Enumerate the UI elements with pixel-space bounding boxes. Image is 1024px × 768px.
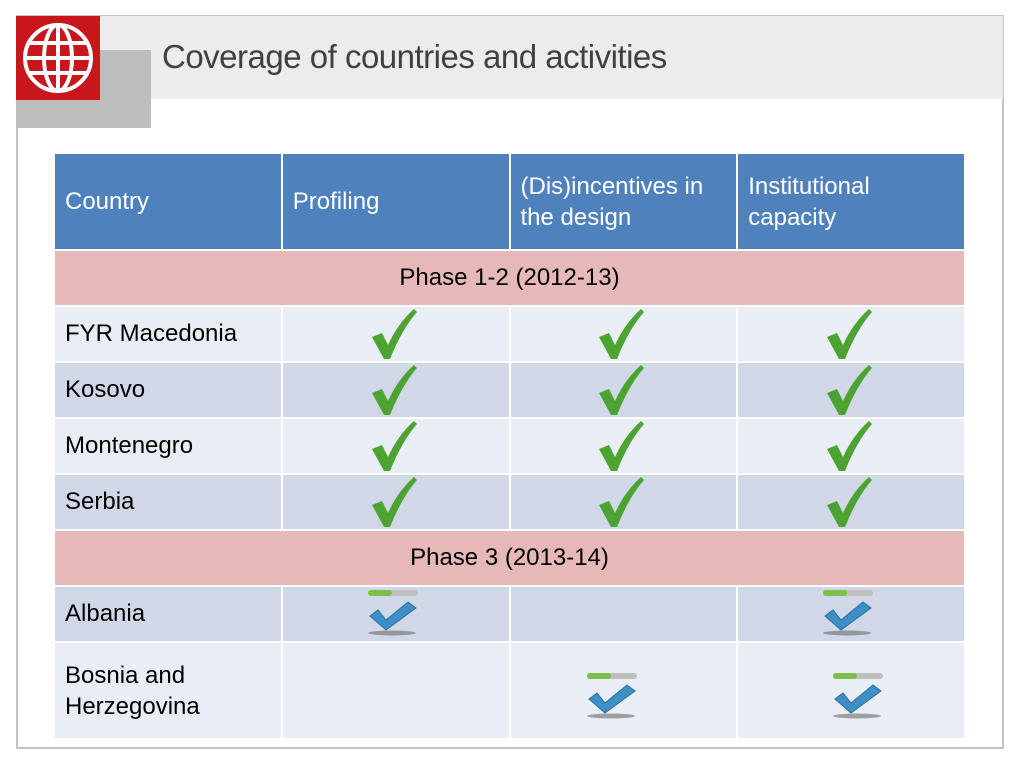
col-header-disincentives: (Dis)incentives in the design: [508, 152, 739, 251]
progress-check-icon: [833, 672, 884, 718]
progress-fill: [833, 672, 858, 679]
blue-check-mark: [834, 683, 882, 714]
status-cell: [736, 641, 966, 740]
progress-check-icon: [367, 590, 418, 636]
green-check-icon: [371, 309, 417, 359]
table-row: Bosnia and Herzegovina: [53, 641, 966, 740]
country-name: Albania: [53, 585, 283, 643]
status-cell: [508, 417, 739, 475]
status-cell: [508, 361, 739, 419]
status-cell: [508, 305, 739, 363]
status-cell: [280, 641, 511, 740]
table-row: Montenegro: [53, 417, 966, 475]
blue-check-mark: [588, 683, 637, 714]
check-shadow: [587, 713, 636, 718]
progress-fill: [823, 590, 848, 596]
status-cell: [280, 417, 511, 475]
coverage-table: Country Profiling (Dis)incentives in the…: [53, 152, 966, 740]
green-check-icon: [827, 421, 873, 471]
status-cell: [736, 417, 966, 475]
green-check-icon: [827, 365, 873, 415]
country-name: Serbia: [53, 473, 283, 531]
globe-logo: [16, 16, 100, 100]
table-row: Albania: [53, 585, 966, 643]
progress-fill: [587, 672, 612, 679]
status-cell: [736, 585, 966, 643]
blue-check-mark: [368, 601, 417, 631]
col-header-country: Country: [53, 152, 283, 251]
status-cell: [508, 585, 739, 643]
country-name: Kosovo: [53, 361, 283, 419]
status-cell: [280, 473, 511, 531]
status-cell: [280, 585, 511, 643]
progress-check-icon: [587, 672, 638, 718]
status-cell: [508, 641, 739, 740]
status-cell: [508, 473, 739, 531]
country-name: Bosnia and Herzegovina: [53, 641, 283, 740]
progress-fill: [367, 590, 392, 596]
status-cell: [736, 473, 966, 531]
check-shadow: [833, 713, 882, 718]
title-band: [101, 16, 1003, 99]
green-check-icon: [827, 477, 873, 527]
col-header-institutional: Institutional capacity: [736, 152, 966, 251]
table-row: Kosovo: [53, 361, 966, 419]
check-shadow: [823, 630, 872, 636]
table-row: FYR Macedonia: [53, 305, 966, 363]
progress-check-icon: [823, 590, 874, 636]
green-check-icon: [827, 309, 873, 359]
phase-row: Phase 1-2 (2012-13): [53, 249, 966, 307]
green-check-icon: [599, 365, 645, 415]
phase-label: Phase 3 (2013-14): [53, 529, 966, 587]
status-cell: [736, 305, 966, 363]
green-check-icon: [371, 365, 417, 415]
country-name: FYR Macedonia: [53, 305, 283, 363]
green-check-icon: [371, 421, 417, 471]
country-name: Montenegro: [53, 417, 283, 475]
page-title: Coverage of countries and activities: [162, 38, 667, 75]
phase-label: Phase 1-2 (2012-13): [53, 249, 966, 307]
status-cell: [280, 361, 511, 419]
status-cell: [736, 361, 966, 419]
green-check-icon: [599, 477, 645, 527]
status-cell: [280, 305, 511, 363]
check-shadow: [367, 630, 416, 636]
header-row: Country Profiling (Dis)incentives in the…: [53, 152, 966, 251]
green-check-icon: [599, 421, 645, 471]
green-check-icon: [599, 309, 645, 359]
globe-icon: [23, 23, 93, 93]
green-check-icon: [371, 477, 417, 527]
col-header-profiling: Profiling: [280, 152, 511, 251]
blue-check-mark: [824, 601, 872, 631]
table-row: Serbia: [53, 473, 966, 531]
phase-row: Phase 3 (2013-14): [53, 529, 966, 587]
